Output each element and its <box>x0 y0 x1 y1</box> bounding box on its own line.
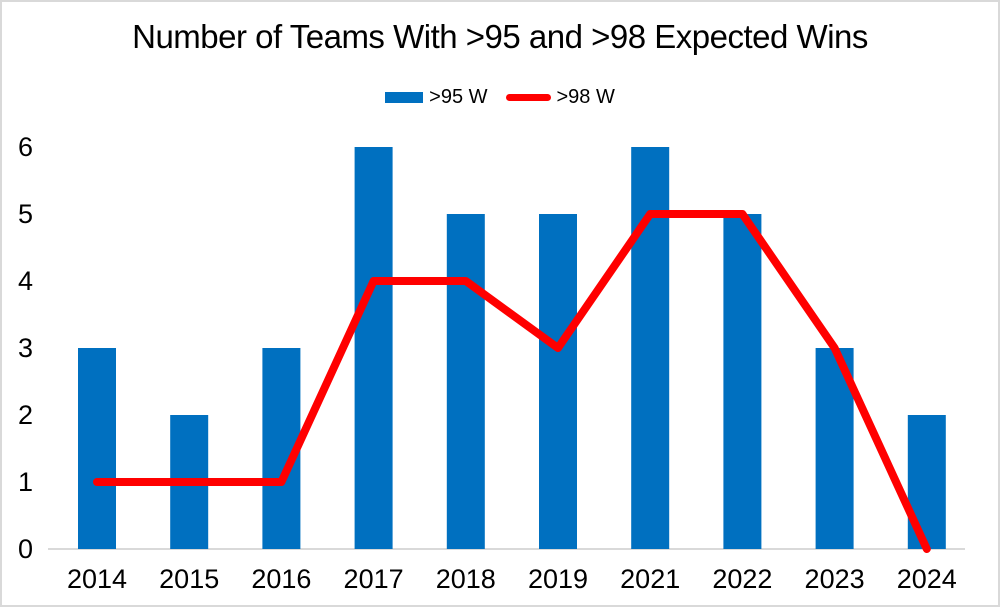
legend-label-98w: >98 W <box>556 86 615 108</box>
y-tick-label: 2 <box>18 400 33 430</box>
x-tick-label: 2021 <box>620 564 680 594</box>
legend: >95 W >98 W <box>0 86 1000 109</box>
x-tick-label: 2022 <box>712 564 772 594</box>
x-tick-label: 2019 <box>528 564 588 594</box>
legend-bar-swatch-icon <box>385 92 424 103</box>
y-tick-label: 4 <box>18 266 33 296</box>
x-tick-label: 2018 <box>436 564 496 594</box>
y-tick-label: 3 <box>18 333 33 363</box>
x-tick-label: 2015 <box>159 564 219 594</box>
legend-item-95w: >95 W <box>385 86 488 109</box>
legend-label-95w: >95 W <box>429 86 488 108</box>
y-tick-label: 6 <box>18 132 33 162</box>
x-tick-label: 2023 <box>805 564 865 594</box>
legend-item-98w: >98 W <box>505 86 615 109</box>
x-tick-label: 2014 <box>67 564 127 594</box>
bar <box>446 214 485 549</box>
bar <box>539 214 577 549</box>
bar <box>354 147 393 549</box>
x-tick-label: 2016 <box>251 564 311 594</box>
chart-title: Number of Teams With >95 and >98 Expecte… <box>132 18 868 55</box>
line-series <box>93 210 931 553</box>
y-tick-label: 0 <box>18 534 33 564</box>
y-tick-label: 1 <box>18 467 33 497</box>
bar <box>723 214 762 549</box>
legend-line-swatch-icon <box>505 94 551 101</box>
x-tick-label: 2017 <box>344 564 404 594</box>
y-tick-label: 5 <box>18 199 33 229</box>
bar <box>631 147 670 549</box>
bar <box>78 348 116 549</box>
x-tick-label: 2024 <box>897 564 957 594</box>
